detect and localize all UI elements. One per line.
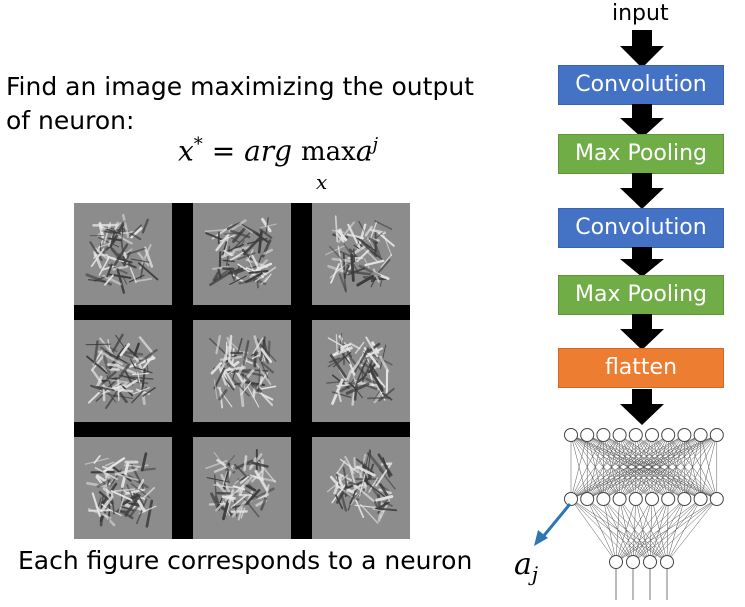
- pointer-arrow-icon: [534, 503, 572, 546]
- network-node: [709, 428, 724, 442]
- down-arrow-icon: [620, 247, 664, 277]
- down-arrow-icon: [620, 314, 664, 350]
- formula-x: x: [178, 134, 194, 168]
- network-node: [643, 555, 657, 569]
- formula-eq: =: [202, 134, 245, 168]
- formula-star: *: [193, 134, 203, 155]
- neuron-image: [193, 437, 291, 539]
- convolution-block-1: Convolution: [558, 65, 724, 105]
- network-node: [677, 492, 692, 506]
- network-node: [645, 428, 659, 442]
- neuron-image: [193, 203, 291, 305]
- grid-caption: Each figure corresponds to a neuron: [18, 546, 473, 575]
- neuron-image: [312, 320, 410, 422]
- network-node: [645, 492, 659, 506]
- intro-text: Find an image maximizing the output of n…: [6, 72, 474, 135]
- network-node: [564, 492, 578, 506]
- formula-arg: arg: [244, 134, 293, 168]
- flatten-block: flatten: [558, 348, 724, 388]
- neuron-image: [193, 320, 291, 422]
- neuron-image: [74, 320, 172, 422]
- input-arrow-icon: [620, 30, 664, 68]
- down-arrow-icon: [620, 173, 664, 209]
- max-pooling-block-2: Max Pooling: [558, 275, 724, 315]
- fully-connected-network: [564, 428, 724, 600]
- output-neuron-label: aj: [514, 547, 539, 587]
- network-node: [596, 492, 611, 506]
- convolution-block-2: Convolution: [558, 208, 724, 248]
- formula-max: max x: [301, 137, 356, 194]
- neuron-image: [74, 437, 172, 539]
- network-node: [626, 555, 640, 569]
- formula-a-sup: j: [372, 134, 379, 155]
- network-node: [628, 428, 643, 442]
- neuron-image: [312, 437, 410, 539]
- network-node: [709, 492, 724, 506]
- neuron-image: [312, 203, 410, 305]
- down-arrow-icon: [620, 104, 664, 138]
- network-node: [612, 428, 627, 442]
- network-node: [661, 492, 676, 506]
- network-node: [564, 428, 578, 442]
- down-arrow-icon: [620, 389, 664, 425]
- formula-a: a: [355, 134, 373, 168]
- network-node: [661, 428, 676, 442]
- network-node: [580, 492, 595, 506]
- formula-max-sub: x: [315, 170, 328, 195]
- network-node: [693, 492, 708, 506]
- network-node: [609, 555, 623, 569]
- max-pooling-block-1: Max Pooling: [558, 134, 724, 174]
- neuron-visualization-grid: [74, 203, 410, 539]
- network-node: [580, 428, 595, 442]
- neuron-image: [74, 203, 172, 305]
- network-node: [612, 492, 627, 506]
- input-label: input: [612, 1, 669, 26]
- network-node: [628, 492, 643, 506]
- network-node: [596, 428, 611, 442]
- network-node: [693, 428, 708, 442]
- argmax-formula: x* = arg max x aj: [178, 128, 379, 194]
- network-node: [660, 555, 674, 569]
- network-node: [677, 428, 692, 442]
